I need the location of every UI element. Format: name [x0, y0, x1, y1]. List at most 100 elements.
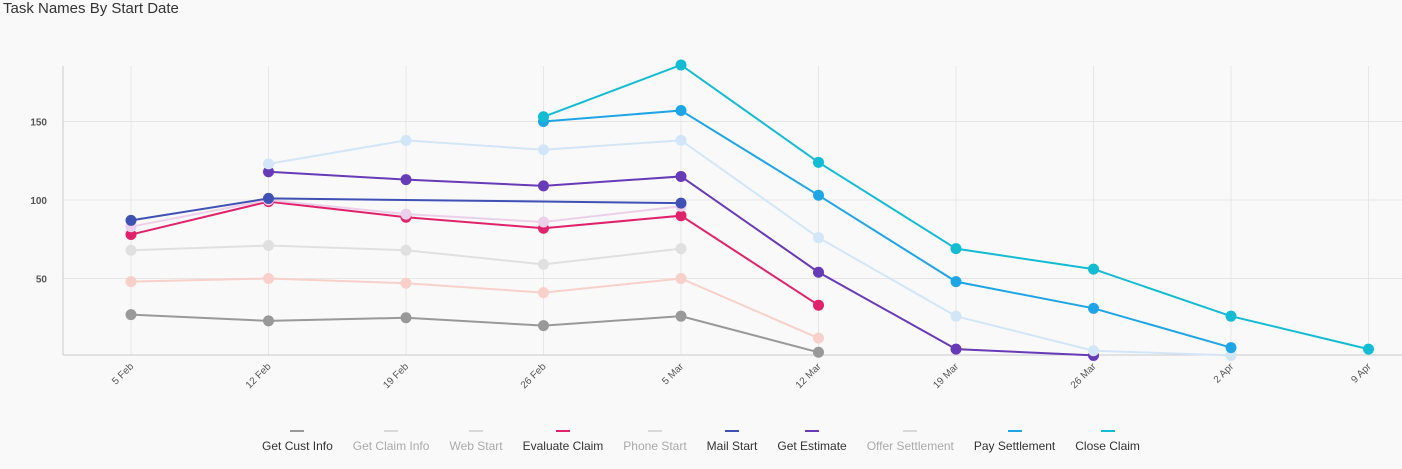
- data-point[interactable]: [400, 134, 412, 146]
- data-point[interactable]: [400, 277, 412, 289]
- legend-item-get-estimate[interactable]: Get Estimate: [767, 430, 856, 453]
- y-tick-label: 150: [30, 118, 47, 129]
- data-point[interactable]: [538, 144, 549, 156]
- data-point[interactable]: [538, 180, 549, 192]
- legend: Get Cust Info Get Claim Info Web Start Eval…: [0, 430, 1402, 453]
- legend-swatch: [903, 430, 918, 432]
- legend-label: Web Start: [449, 439, 503, 453]
- data-point[interactable]: [1225, 342, 1237, 354]
- x-tick-label: 12 Feb: [244, 361, 274, 391]
- data-point[interactable]: [538, 216, 549, 228]
- data-point[interactable]: [400, 174, 412, 186]
- data-point[interactable]: [263, 158, 274, 170]
- legend-item-web-start[interactable]: Web Start: [439, 430, 512, 453]
- data-point[interactable]: [263, 315, 274, 327]
- series-get-cust-info[interactable]: [125, 309, 825, 358]
- legend-item-pay-settlement[interactable]: Pay Settlement: [964, 430, 1065, 453]
- x-tick-label: 26 Mar: [1069, 361, 1099, 391]
- legend-item-phone-start[interactable]: Phone Start: [613, 430, 696, 453]
- data-point[interactable]: [813, 332, 824, 344]
- legend-swatch: [805, 430, 820, 432]
- data-point[interactable]: [263, 240, 274, 252]
- data-point[interactable]: [125, 214, 137, 226]
- data-point[interactable]: [125, 309, 137, 321]
- x-tick-label: 19 Feb: [381, 361, 411, 391]
- series-get-claim-info[interactable]: [125, 240, 687, 270]
- legend-swatch: [647, 430, 662, 432]
- x-tick-label: 5 Feb: [110, 361, 136, 387]
- data-point[interactable]: [675, 210, 687, 222]
- series-web-start[interactable]: [125, 273, 825, 344]
- data-point[interactable]: [675, 134, 687, 146]
- data-point[interactable]: [950, 243, 962, 255]
- series-close-claim[interactable]: [538, 59, 1374, 355]
- chart-title: Task Names By Start Date: [3, 0, 179, 17]
- data-point[interactable]: [400, 208, 412, 220]
- legend-swatch: [1100, 430, 1115, 432]
- data-point[interactable]: [538, 320, 549, 332]
- legend-swatch: [1007, 430, 1022, 432]
- legend-label: Get Cust Info: [262, 439, 333, 453]
- data-point[interactable]: [675, 59, 687, 71]
- data-point[interactable]: [813, 266, 824, 278]
- data-point[interactable]: [1088, 302, 1099, 314]
- legend-swatch: [555, 430, 570, 432]
- data-point[interactable]: [538, 287, 549, 299]
- data-point[interactable]: [1363, 343, 1374, 355]
- series-line: [130, 277, 819, 340]
- series-mail-start[interactable]: [125, 192, 687, 226]
- data-point[interactable]: [675, 310, 687, 322]
- legend-item-evaluate-claim[interactable]: Evaluate Claim: [513, 430, 614, 453]
- data-point[interactable]: [400, 312, 412, 324]
- series-line: [130, 313, 819, 354]
- data-point[interactable]: [1088, 263, 1099, 275]
- data-point[interactable]: [263, 273, 274, 284]
- series-evaluate-claim[interactable]: [125, 196, 825, 311]
- y-axis-ticks: 50 100 150: [30, 118, 47, 286]
- series-offer-settlement[interactable]: [263, 134, 1237, 361]
- data-point[interactable]: [813, 299, 824, 311]
- data-point[interactable]: [675, 197, 687, 209]
- data-point[interactable]: [813, 189, 824, 201]
- data-point[interactable]: [1088, 345, 1099, 357]
- data-point[interactable]: [675, 170, 687, 182]
- legend-label: Offer Settlement: [866, 439, 954, 453]
- data-point[interactable]: [125, 244, 137, 256]
- data-point[interactable]: [538, 258, 549, 270]
- x-tick-label: 5 Mar: [660, 361, 686, 387]
- data-point[interactable]: [950, 310, 962, 322]
- legend-item-offer-settlement[interactable]: Offer Settlement: [857, 430, 964, 453]
- data-point[interactable]: [813, 156, 824, 168]
- legend-item-get-cust-info[interactable]: Get Cust Info: [252, 430, 343, 453]
- data-point[interactable]: [675, 105, 687, 117]
- data-point[interactable]: [950, 276, 962, 288]
- legend-swatch: [290, 430, 305, 432]
- legend-item-get-claim-info[interactable]: Get Claim Info: [343, 430, 440, 453]
- y-tick-label: 100: [30, 196, 47, 207]
- legend-item-mail-start[interactable]: Mail Start: [697, 430, 768, 453]
- series-line: [130, 200, 820, 307]
- axes: [62, 66, 1402, 356]
- data-point[interactable]: [1225, 310, 1237, 322]
- data-point[interactable]: [538, 111, 549, 123]
- data-point[interactable]: [813, 232, 824, 244]
- series-line: [268, 139, 1232, 357]
- legend-item-close-claim[interactable]: Close Claim: [1065, 430, 1150, 453]
- data-point[interactable]: [1225, 349, 1237, 361]
- data-point[interactable]: [125, 276, 137, 288]
- data-point[interactable]: [675, 243, 687, 255]
- data-point[interactable]: [675, 273, 687, 284]
- line-chart: 50 100 150 5 Feb 12 Feb 19 Feb 26 Feb 5 Mar 12 …: [30, 59, 1402, 391]
- data-point[interactable]: [125, 229, 137, 241]
- series-line: [543, 109, 1232, 349]
- x-tick-label: 12 Mar: [794, 361, 824, 391]
- x-tick-label: 19 Mar: [931, 361, 961, 391]
- x-tick-label: 9 Apr: [1349, 361, 1374, 386]
- data-point[interactable]: [400, 244, 412, 256]
- series-pay-settlement[interactable]: [538, 105, 1237, 354]
- data-point[interactable]: [263, 166, 274, 178]
- data-point[interactable]: [263, 192, 274, 204]
- data-point[interactable]: [813, 346, 824, 358]
- data-point[interactable]: [950, 343, 962, 355]
- legend-swatch: [384, 430, 399, 432]
